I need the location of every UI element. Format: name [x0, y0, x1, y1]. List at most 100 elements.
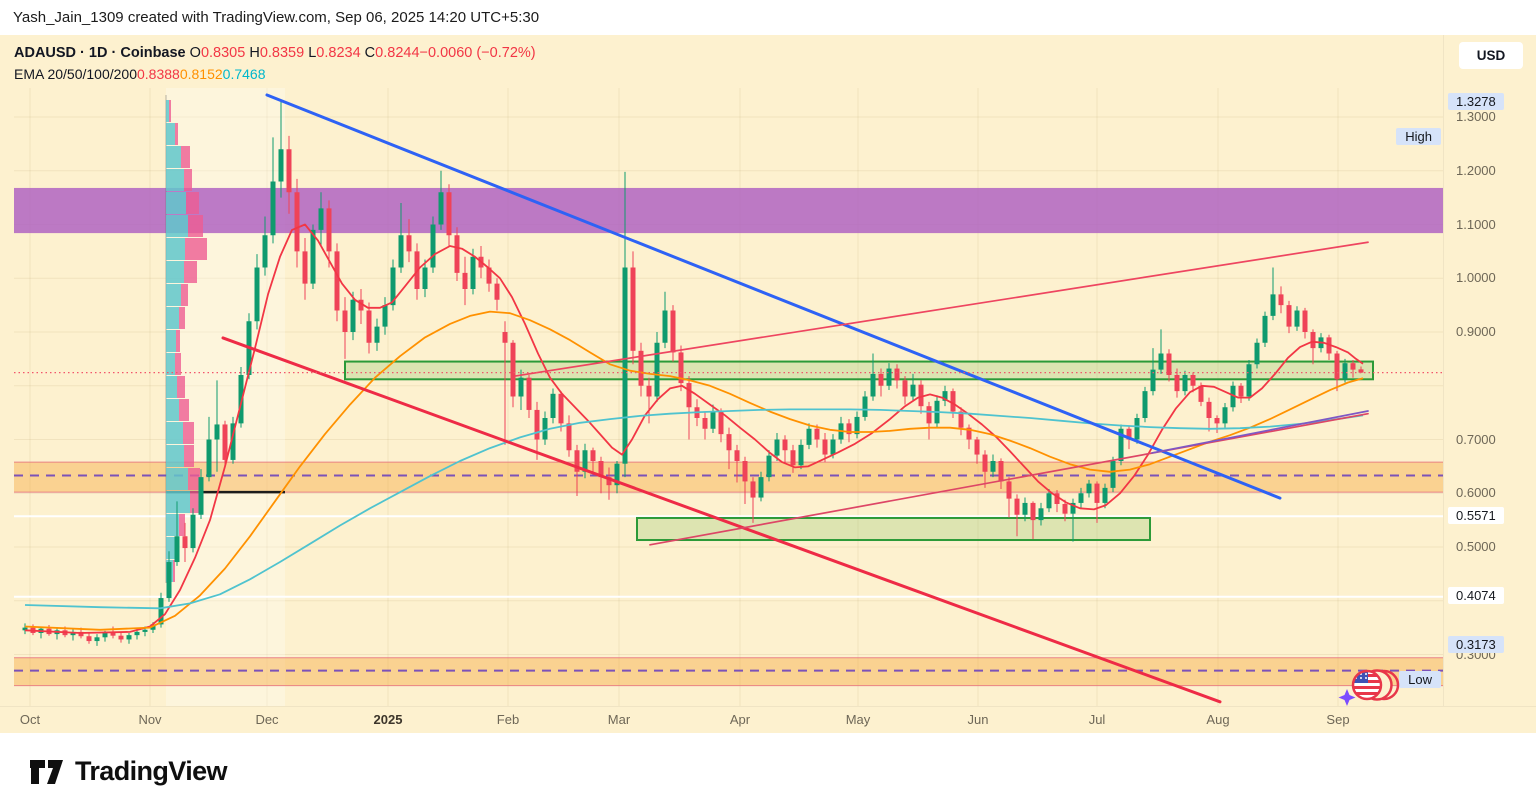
candle-body [1038, 508, 1044, 521]
month-label: Nov [138, 712, 162, 727]
candle-body [734, 450, 740, 461]
candle-body [102, 633, 108, 638]
candle-body [582, 450, 588, 472]
candle-body [878, 373, 884, 386]
candle-body [222, 424, 228, 460]
candle-body [622, 267, 628, 464]
month-label: Jun [967, 712, 989, 727]
ema20-value: 0.8388 [137, 65, 180, 82]
vp-buy-bar [166, 123, 175, 145]
candle-body [974, 439, 980, 455]
vp-buy-bar [166, 330, 176, 352]
candle-body [358, 299, 364, 311]
vp-sell-bar [177, 376, 185, 398]
candle-body [182, 536, 188, 549]
candle-body [1158, 353, 1164, 370]
candle-body [406, 235, 412, 252]
candle-body [614, 463, 620, 486]
candle-body [1094, 483, 1100, 503]
ema20-line [24, 223, 1364, 634]
candle-body [438, 192, 444, 225]
month-label: Apr [729, 712, 751, 727]
vp-buy-bar [166, 146, 181, 168]
candle-body [1238, 385, 1244, 397]
price-tick-label: 1.1000 [1456, 216, 1496, 232]
candle-body [206, 439, 212, 478]
candle-body [830, 439, 836, 455]
candle-body [350, 299, 356, 332]
candle-body [790, 450, 796, 466]
us-flag-icon [1351, 669, 1383, 701]
vp-sell-bar [184, 261, 197, 283]
candle-body [726, 434, 732, 451]
candle-body [334, 251, 340, 311]
us-flag-event-icon [1338, 663, 1400, 714]
candle-body [1230, 385, 1236, 408]
candle-body [1086, 483, 1092, 494]
violet-projection-trendline [1151, 410, 1369, 454]
footer-bar: TradingView [0, 733, 1536, 810]
candle-body [1358, 369, 1364, 373]
candle-body [494, 283, 500, 300]
candle-body [1030, 502, 1036, 521]
candle-body [758, 477, 764, 498]
price-tick-label: 0.9000 [1456, 324, 1496, 339]
ema-lines [24, 223, 1364, 634]
vp-sell-bar [179, 399, 189, 421]
candle-body [766, 455, 772, 478]
candle-body [318, 208, 324, 230]
ema200-line [24, 408, 1364, 610]
vp-sell-bar [188, 215, 203, 237]
ema-label[interactable]: EMA 20/50/100/200 [14, 65, 137, 82]
candle-body [158, 598, 164, 625]
candle-body [238, 375, 244, 424]
candle-body [1302, 310, 1308, 332]
candle-body [774, 439, 780, 456]
candle-body [166, 562, 172, 599]
candle-body [894, 368, 900, 381]
price-tick-label: 1.3000 [1456, 109, 1496, 124]
tradingview-brand-text[interactable]: TradingView [75, 756, 228, 786]
month-label: Sep [1326, 712, 1350, 727]
price-chart-canvas[interactable] [0, 35, 1536, 733]
vp-buy-bar [166, 192, 186, 214]
orange-zone [14, 657, 1443, 686]
candle-body [590, 450, 596, 461]
currency-toggle-button[interactable]: USD [1459, 42, 1523, 69]
vp-sell-bar [173, 560, 175, 582]
candle-body [558, 393, 564, 424]
candle-body [1278, 294, 1284, 306]
candle-body [310, 229, 316, 284]
candle-body [606, 477, 612, 486]
vp-sell-bar [184, 445, 194, 467]
ohlc-close: C0.8244 [364, 44, 420, 61]
candle-body [678, 352, 684, 384]
price-level-chip: 0.5571 [1448, 506, 1504, 524]
month-label: 2025 [373, 712, 403, 727]
vp-sell-bar [176, 330, 180, 352]
time-axis[interactable]: Oct Nov Dec 2025 Feb Mar Apr May Jun Jul Aug Sep [0, 706, 1536, 734]
vp-sell-bar [184, 169, 192, 191]
candle-body [78, 631, 84, 637]
ohlc-open: O0.8305 [189, 44, 246, 61]
candle-body [294, 192, 300, 252]
low-price-chip: 0.3173 [1448, 635, 1504, 653]
candle-body [214, 424, 220, 440]
candle-body [958, 411, 964, 428]
symbol-title[interactable]: ADAUSD · 1D · Coinbase [14, 44, 186, 61]
chart-legend: ADAUSD · 1D · Coinbase O0.8305 H0.8359 L… [14, 42, 536, 84]
candle-body [862, 396, 868, 417]
price-axis[interactable]: 1.3000 1.2000 1.1000 1.0000 0.9000 0.7000 0.60… [1443, 35, 1536, 706]
price-level-chip: 0.4074 [1448, 587, 1504, 605]
candle-body [638, 350, 644, 386]
candle-body [390, 267, 396, 306]
candle-body [430, 224, 436, 268]
candle-body [382, 305, 388, 327]
ema-row: EMA 20/50/100/200 0.8388 0.8152 0.7468 [14, 63, 536, 84]
candle-body [1142, 391, 1148, 418]
candle-body [950, 391, 956, 412]
candle-body [1134, 418, 1140, 440]
price-tick-label: 0.6000 [1456, 485, 1496, 501]
tradingview-logo-icon[interactable] [30, 757, 64, 787]
candle-body [1062, 504, 1068, 514]
